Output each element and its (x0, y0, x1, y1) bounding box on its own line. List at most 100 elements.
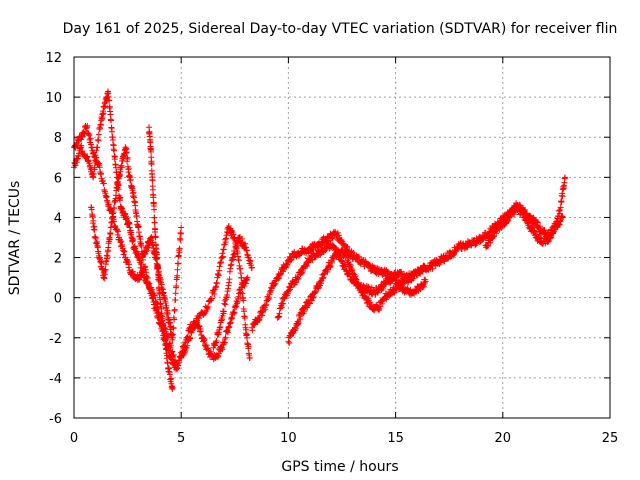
grid-lines (74, 57, 610, 418)
data-point (126, 261, 133, 268)
data-point (151, 206, 158, 213)
data-point (220, 308, 227, 315)
y-tick-label: -4 (49, 372, 62, 387)
data-point (208, 295, 215, 302)
x-tick-label: 25 (602, 431, 619, 446)
data-point (238, 274, 245, 281)
data-point (526, 212, 533, 219)
data-point (201, 336, 208, 343)
data-point (148, 161, 155, 168)
y-tick-label: 8 (54, 131, 62, 146)
data-point (135, 223, 142, 230)
data-point (107, 231, 114, 238)
data-point (150, 194, 157, 201)
data-point (422, 278, 429, 285)
data-point (219, 253, 226, 260)
data-point (249, 327, 256, 334)
data-point (186, 336, 193, 343)
data-point (78, 142, 85, 149)
data-point (169, 331, 176, 338)
data-point (239, 284, 246, 291)
data-point (106, 97, 113, 104)
data-point (240, 308, 247, 315)
data-point (420, 283, 427, 290)
data-point (167, 342, 174, 349)
data-point (213, 338, 220, 345)
y-tick-label: 4 (54, 211, 62, 226)
data-point (376, 305, 383, 312)
data-point (164, 352, 171, 359)
data-point (244, 334, 251, 341)
data-point (280, 300, 287, 307)
data-point (170, 325, 177, 332)
data-point (100, 180, 107, 187)
data-point (101, 275, 108, 282)
data-point (115, 228, 122, 235)
data-point (233, 245, 240, 252)
data-point (233, 303, 240, 310)
data-point (87, 135, 94, 142)
data-point (301, 308, 308, 315)
data-point (245, 343, 252, 350)
data-point (137, 236, 144, 243)
data-point (89, 213, 96, 220)
data-point (90, 171, 97, 178)
data-point (231, 250, 238, 257)
data-point (559, 193, 566, 200)
data-point (151, 219, 158, 226)
plot-frame (73, 56, 611, 419)
data-point (118, 238, 125, 245)
data-point (234, 242, 241, 249)
data-point (95, 131, 102, 138)
data-point (557, 204, 564, 211)
data-point (414, 270, 421, 277)
data-point (154, 265, 161, 272)
x-tick-label: 15 (387, 431, 404, 446)
data-point (561, 174, 568, 181)
data-point (178, 224, 185, 231)
data-point (90, 217, 97, 224)
data-point (219, 346, 226, 353)
data-point (243, 326, 250, 333)
data-point (108, 117, 115, 124)
data-point (191, 325, 198, 332)
data-point (181, 350, 188, 357)
data-point (125, 258, 132, 265)
data-point (108, 128, 115, 135)
data-marks (71, 88, 568, 392)
data-point (184, 342, 191, 349)
data-point (187, 335, 194, 342)
data-point (102, 103, 109, 110)
data-point (117, 194, 124, 201)
data-point (138, 243, 145, 250)
y-axis-label: SDTVAR / TECUs (7, 181, 23, 296)
data-point (171, 316, 178, 323)
data-point (111, 147, 118, 154)
data-point (116, 172, 123, 179)
data-point (222, 301, 229, 308)
data-point (124, 155, 131, 162)
data-point (174, 272, 181, 279)
chart-title: Day 161 of 2025, Sidereal Day-to-day VTE… (63, 21, 618, 37)
data-point (327, 263, 334, 270)
data-point (244, 274, 251, 281)
data-point (163, 302, 170, 309)
data-point (106, 236, 113, 243)
data-point (152, 233, 159, 240)
data-point (171, 306, 178, 313)
data-point (559, 214, 566, 221)
data-point (100, 110, 107, 117)
data-point (177, 236, 184, 243)
data-point (268, 285, 275, 292)
data-point (91, 166, 98, 173)
data-point (95, 137, 102, 144)
data-point (226, 276, 233, 283)
data-point (172, 357, 179, 364)
y-tick-label: -2 (49, 332, 62, 347)
data-point (173, 364, 180, 371)
data-point (157, 296, 164, 303)
data-point (344, 244, 351, 251)
data-point (240, 297, 247, 304)
data-point (186, 334, 193, 341)
data-point (175, 252, 182, 259)
